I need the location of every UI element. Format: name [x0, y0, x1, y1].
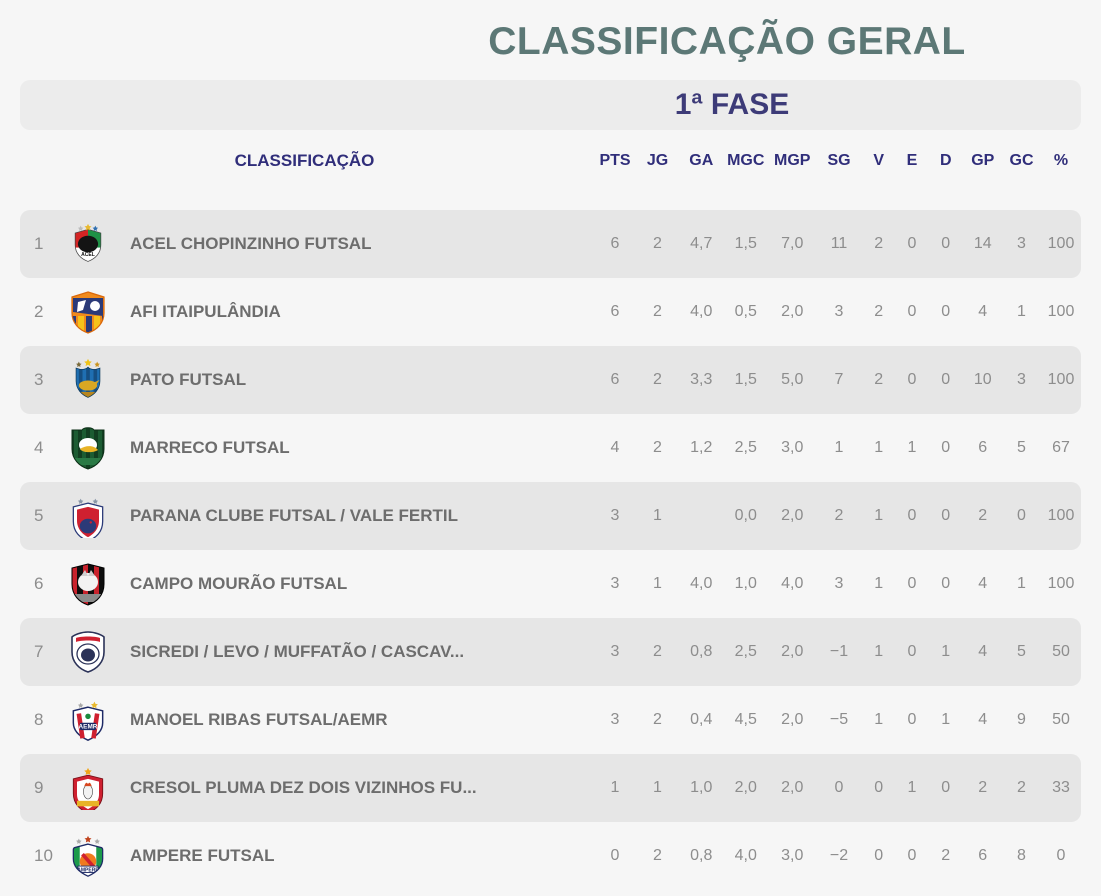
svg-text:AEMR: AEMR [79, 723, 98, 730]
svg-text:ACEL: ACEL [81, 252, 95, 258]
